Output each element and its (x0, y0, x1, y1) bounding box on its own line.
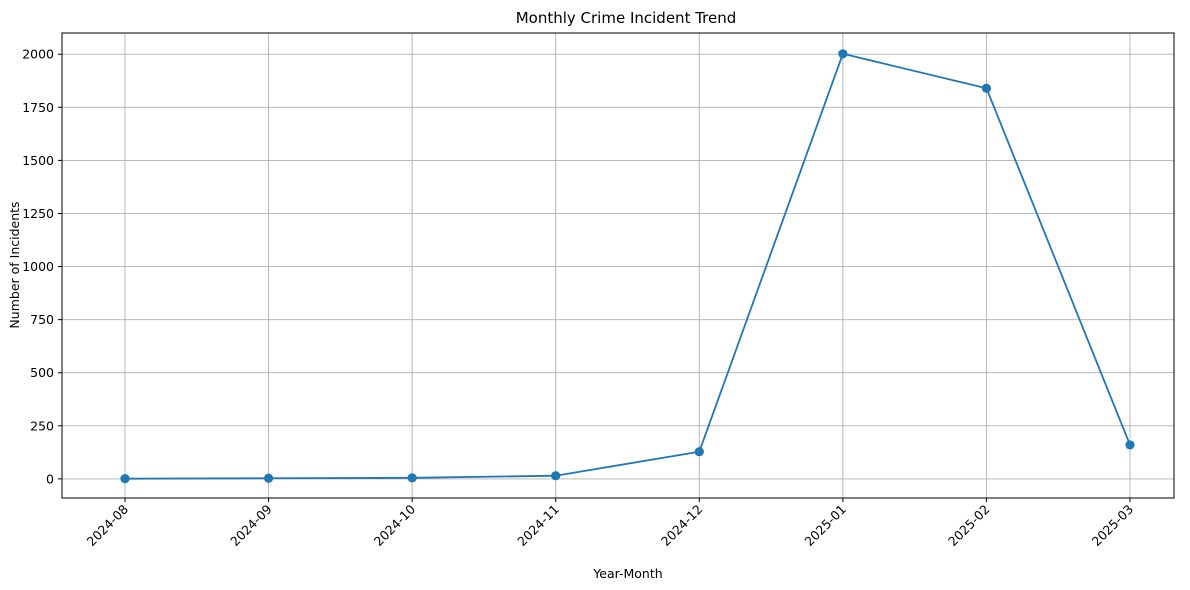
y-tick-label: 250 (30, 418, 54, 433)
series-group (120, 49, 1135, 484)
y-tick-label: 2000 (22, 47, 54, 62)
data-point (551, 471, 561, 481)
y-axis: 0 250 500 750 1000 1250 1500 1750 2000 (22, 47, 62, 486)
y-tick-label: 0 (46, 471, 54, 486)
data-point (263, 473, 274, 483)
x-tick-label: 2025-02 (945, 502, 993, 550)
grid (62, 33, 1174, 498)
data-point (981, 83, 992, 93)
y-tick-label: 500 (30, 365, 54, 380)
y-tick-label: 750 (30, 312, 54, 327)
data-point (838, 49, 848, 59)
data-point (694, 447, 704, 457)
x-tick-label: 2025-01 (801, 502, 849, 550)
series-line (124, 52, 1131, 480)
chart-title: Monthly Crime Incident Trend (516, 9, 737, 27)
y-tick-label: 1750 (22, 100, 54, 115)
data-point (1125, 440, 1135, 450)
x-tick-label: 2024-08 (84, 501, 132, 549)
x-tick-label: 2024-12 (658, 502, 706, 550)
data-point (120, 474, 130, 484)
y-tick-label: 1000 (22, 259, 54, 274)
x-tick-label: 2024-11 (514, 502, 562, 550)
y-tick-label: 1250 (22, 206, 54, 221)
x-tick-label: 2024-09 (227, 501, 275, 549)
y-axis-label: Number of Incidents (7, 201, 22, 328)
y-tick-label: 1500 (22, 153, 54, 168)
data-point (407, 473, 417, 483)
x-axis-label: Year-Month (592, 566, 662, 581)
x-axis: 2024-08 2024-09 2024-10 2024-11 2024-12 2025-… (84, 498, 1137, 550)
plot-frame (61, 32, 1175, 499)
x-tick-label: 2025-03 (1089, 502, 1137, 550)
x-tick-label: 2024-10 (371, 501, 419, 549)
